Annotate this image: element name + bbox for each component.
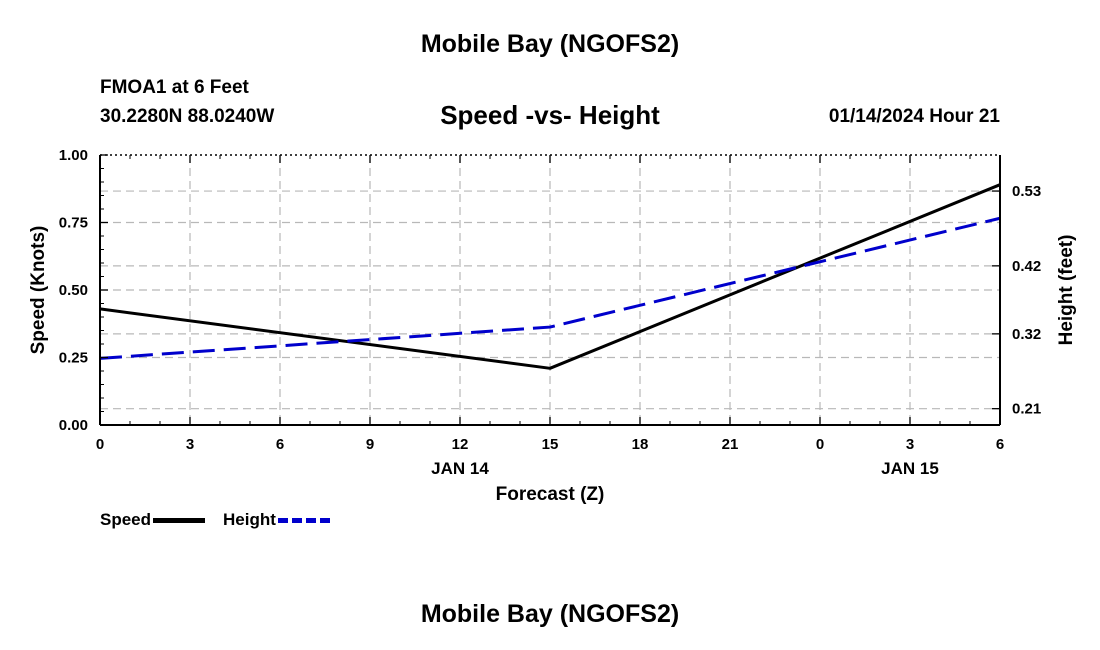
legend-swatch-height [277, 517, 330, 523]
y2-tick-label: 0.53 [1012, 183, 1041, 200]
y-tick-label: 0.00 [59, 417, 88, 434]
bottom-title: Mobile Bay (NGOFS2) [420, 600, 680, 628]
x-tick-label: 0 [96, 436, 104, 453]
legend-item-height: Height [223, 510, 330, 530]
x-axis-label: Forecast (Z) [496, 484, 605, 505]
day-label: JAN 15 [881, 459, 939, 478]
legend-item-speed: Speed [100, 510, 206, 530]
forecast-datetime: 01/14/2024 Hour 21 [828, 106, 1000, 127]
x-tick-label: 18 [632, 436, 649, 453]
y-tick-label: 0.25 [59, 350, 88, 367]
x-tick-label: 3 [186, 436, 194, 453]
y2-tick-label: 0.32 [1012, 326, 1041, 343]
x-tick-label: 9 [366, 436, 374, 453]
y-axis-label: Speed (Knots) [28, 226, 49, 355]
day-label: JAN 14 [431, 459, 489, 478]
x-tick-label: 21 [722, 436, 739, 453]
legend-label-speed: Speed [100, 510, 152, 529]
x-tick-label: 6 [276, 436, 284, 453]
series-line-speed [99, 183, 1001, 370]
x-tick-label: 6 [996, 436, 1004, 453]
y-tick-label: 0.75 [59, 215, 88, 232]
x-tick-label: 12 [452, 436, 469, 453]
series-line-height [99, 216, 1001, 360]
y-tick-label: 0.50 [59, 282, 88, 299]
station-label: FMOA1 at 6 Feet [100, 77, 249, 98]
grid-layer [100, 155, 1000, 425]
y-tick-label: 1.00 [59, 147, 88, 164]
axis-layer: 0 3 6 9 12 15 18 21 0 3 6 JAN 14 JAN 15 0.00 0.25 0.50 0… [59, 147, 1041, 478]
x-tick-label: 0 [816, 436, 824, 453]
series-layer [99, 183, 1001, 370]
legend-label-height: Height [223, 510, 276, 529]
legend: Speed Height [100, 509, 348, 531]
y2-tick-label: 0.42 [1012, 258, 1041, 275]
legend-swatch-speed [153, 517, 206, 523]
x-tick-label: 3 [906, 436, 914, 453]
chart-title: Speed -vs- Height [440, 100, 660, 130]
y2-tick-label: 0.21 [1012, 401, 1041, 418]
x-tick-label: 15 [542, 436, 559, 453]
station-coordinates: 30.2280N 88.0240W [100, 106, 275, 127]
page-title: Mobile Bay (NGOFS2) [420, 30, 680, 58]
y2-axis-label: Height (feet) [1056, 235, 1077, 346]
